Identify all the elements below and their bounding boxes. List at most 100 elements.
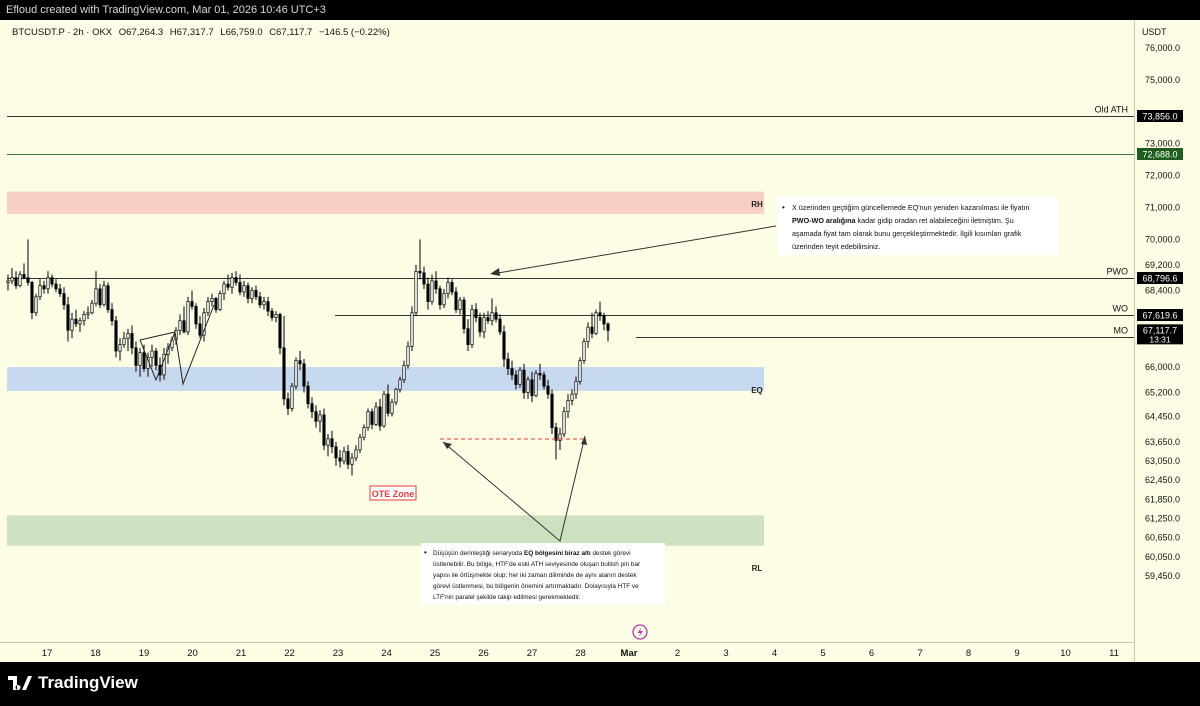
candle xyxy=(546,379,550,399)
candle xyxy=(538,363,542,380)
candle xyxy=(442,288,446,308)
candle xyxy=(182,306,186,334)
price-tick-label: 62,450.0 xyxy=(1145,475,1180,485)
price-tick-label: 60,650.0 xyxy=(1145,533,1180,543)
level-price-box xyxy=(1137,148,1183,160)
candle xyxy=(290,382,294,412)
zone-label-rl: RL xyxy=(752,564,763,573)
candle xyxy=(242,280,246,297)
time-tick-label: 25 xyxy=(430,648,441,659)
tradingview-logo[interactable]: TradingView xyxy=(8,673,138,693)
candle xyxy=(354,445,358,462)
time-tick-label: 21 xyxy=(236,648,247,659)
price-chart[interactable]: Old ATH PWO WO MO OTE Zone RH EQ RL • X üze… xyxy=(0,0,1200,662)
candle xyxy=(542,371,546,390)
level-price-label: 72,688.0 xyxy=(1142,150,1177,160)
candle xyxy=(466,319,470,352)
footer-bar xyxy=(0,662,1200,706)
candle xyxy=(526,376,530,399)
price-tick-label: 68,400.0 xyxy=(1145,285,1180,295)
candle xyxy=(54,279,58,293)
candle xyxy=(86,306,90,320)
candle xyxy=(478,312,482,337)
price-tick-label: 63,650.0 xyxy=(1145,437,1180,447)
lower-note-line5: LTF'nin paralel şekilde takip edilmesi g… xyxy=(433,594,581,601)
candle xyxy=(298,351,302,371)
candle xyxy=(106,282,110,313)
candle xyxy=(314,405,318,428)
ote-zone-label: OTE Zone xyxy=(372,489,415,499)
price-axis-level-labels: 73,856.072,688.068,796.667,619.666,938.2… xyxy=(1137,110,1183,345)
candle xyxy=(66,296,70,342)
candle xyxy=(74,309,78,328)
price-tick-label: 72,000.0 xyxy=(1145,171,1180,181)
candle xyxy=(530,371,534,403)
lower-arrow-head-left xyxy=(443,442,452,449)
level-price-box xyxy=(1137,110,1183,122)
candle xyxy=(62,287,66,310)
last-price-box xyxy=(1137,324,1183,345)
candle xyxy=(594,309,598,336)
time-tick-label: 4 xyxy=(772,648,777,659)
candle xyxy=(498,314,502,336)
candle xyxy=(50,274,54,288)
flash-icon[interactable] xyxy=(632,624,648,640)
zone-label-eq: EQ xyxy=(751,386,763,395)
time-tick-label: 7 xyxy=(917,648,922,659)
annotation-layer xyxy=(139,225,777,542)
candle xyxy=(190,290,194,310)
candle xyxy=(334,441,338,466)
swing-zigzag xyxy=(139,304,215,386)
candle xyxy=(134,341,138,372)
candle xyxy=(494,306,498,323)
candle xyxy=(130,325,134,355)
candle xyxy=(502,325,506,367)
candle xyxy=(514,370,518,390)
time-tick-label: Mar xyxy=(621,648,638,659)
candle xyxy=(554,422,558,460)
candle xyxy=(10,268,14,285)
upper-note-bullet: • xyxy=(782,203,785,212)
candle xyxy=(34,293,38,316)
candle xyxy=(534,370,538,398)
time-tick-label: 18 xyxy=(90,648,101,659)
candle xyxy=(286,392,290,415)
level-price-label: 68,796.6 xyxy=(1142,274,1177,284)
candle xyxy=(358,433,362,454)
candle xyxy=(406,341,410,369)
price-tick-label: 75,000.0 xyxy=(1145,75,1180,85)
price-tick-label: 70,000.0 xyxy=(1145,234,1180,244)
candle xyxy=(82,311,86,326)
legend-open: O67,264.3 xyxy=(119,27,163,38)
candle xyxy=(42,280,46,294)
candle xyxy=(38,279,42,301)
level-price-label: 73,856.0 xyxy=(1142,112,1177,122)
candle xyxy=(398,376,402,393)
candle xyxy=(254,285,258,301)
candle xyxy=(26,239,30,286)
candle xyxy=(186,296,190,336)
candle xyxy=(338,449,342,468)
candle xyxy=(270,307,274,321)
candle xyxy=(522,363,526,399)
candle xyxy=(482,312,486,339)
price-tick-label: 63,050.0 xyxy=(1145,456,1180,466)
price-tick-label: 66,000.0 xyxy=(1145,362,1180,372)
time-tick-label: 28 xyxy=(575,648,586,659)
candle xyxy=(390,398,394,417)
time-tick-label: 2 xyxy=(675,648,680,659)
candle xyxy=(262,296,266,310)
price-tick-label: 61,250.0 xyxy=(1145,514,1180,524)
candle xyxy=(154,347,158,371)
candle xyxy=(206,296,210,316)
candle xyxy=(250,287,254,304)
candle xyxy=(114,315,118,358)
candle xyxy=(386,384,390,417)
lower-arrow-path xyxy=(442,435,586,542)
chart-legend: BTCUSDT.P · 2h · OKX O67,264.3 H67,317.7… xyxy=(12,27,390,38)
upper-note-line3: aşamada fiyat tam olarak bunu gerçekleşt… xyxy=(792,229,1022,238)
candle xyxy=(602,312,606,331)
candle xyxy=(350,453,354,476)
candle xyxy=(606,322,610,342)
candle xyxy=(490,298,494,326)
